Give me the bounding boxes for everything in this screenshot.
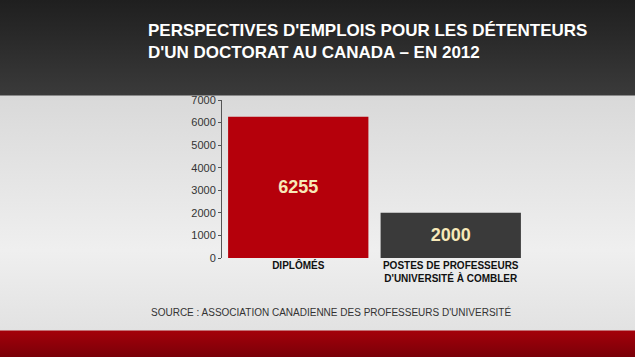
svg-text:3000: 3000	[191, 184, 215, 196]
svg-text:2000: 2000	[191, 207, 215, 219]
svg-text:6000: 6000	[191, 116, 215, 128]
svg-text:DIPLÔMÉS: DIPLÔMÉS	[272, 259, 325, 271]
svg-text:7000: 7000	[191, 94, 215, 106]
svg-text:PERSPECTIVES D'EMPLOIS POUR LE: PERSPECTIVES D'EMPLOIS POUR LES DÉTENTEU…	[148, 21, 588, 62]
svg-text:5000: 5000	[191, 139, 215, 151]
svg-text:0: 0	[210, 252, 216, 264]
svg-text:2000: 2000	[431, 225, 471, 245]
svg-text:POSTES DE PROFESSEURSD'UNIVERS: POSTES DE PROFESSEURSD'UNIVERSITÉ À COMB…	[383, 260, 519, 284]
svg-text:4000: 4000	[191, 162, 215, 174]
svg-text:1000: 1000	[191, 229, 215, 241]
svg-text:6255: 6255	[278, 177, 318, 197]
svg-text:SOURCE : ASSOCIATION CANADIENN: SOURCE : ASSOCIATION CANADIENNE DES PROF…	[151, 306, 511, 318]
